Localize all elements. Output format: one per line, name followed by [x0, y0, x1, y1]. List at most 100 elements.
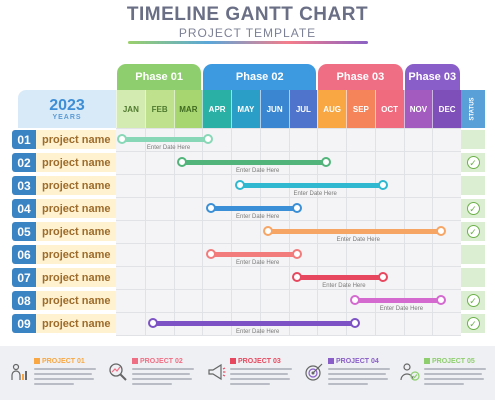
footer-project-1: PROJECT 01	[10, 358, 102, 392]
grid-column-line	[202, 128, 204, 335]
project-name-label[interactable]: project name	[36, 130, 116, 149]
check-icon: ✓	[466, 202, 480, 215]
timeline-bar[interactable]	[354, 297, 441, 303]
date-note[interactable]: Enter Date Here	[336, 237, 380, 243]
placeholder-text-lines	[34, 368, 98, 385]
bar-end-dot[interactable]	[378, 272, 389, 282]
grid-column-line	[259, 128, 261, 335]
footer-project-3: PROJECT 03	[206, 358, 298, 392]
project-name-label[interactable]: project name	[36, 176, 116, 195]
status-cell[interactable]	[461, 176, 485, 195]
row-number: 07	[12, 268, 36, 287]
status-cell[interactable]: ✓	[461, 199, 485, 218]
project-name-label[interactable]: project name	[36, 222, 116, 241]
project-name-label[interactable]: project name	[36, 153, 116, 172]
row-number: 08	[12, 291, 36, 310]
footer-project-label: PROJECT 02	[132, 358, 196, 365]
grid-row-line	[116, 174, 461, 175]
month-aug: AUG	[317, 90, 346, 128]
date-note[interactable]: Enter Date Here	[236, 260, 280, 266]
legend-swatch	[424, 358, 430, 365]
status-header: STATUS	[461, 90, 485, 128]
timeline-bar[interactable]	[210, 251, 298, 257]
grid-column-line	[231, 128, 232, 335]
bar-start-dot[interactable]	[292, 272, 303, 282]
grid-row-line	[116, 335, 461, 336]
bar-end-dot[interactable]	[435, 295, 446, 305]
bar-end-dot[interactable]	[203, 134, 213, 144]
timeline-bar[interactable]	[297, 274, 384, 280]
bar-end-dot[interactable]	[378, 180, 389, 190]
magnifier-chart-icon	[108, 362, 128, 382]
placeholder-text-lines	[424, 368, 488, 385]
status-cell[interactable]: ✓	[461, 291, 485, 310]
row-number: 04	[12, 199, 36, 218]
timeline-bar[interactable]	[182, 159, 326, 165]
month-jan: JAN	[116, 90, 145, 128]
check-icon: ✓	[466, 294, 480, 307]
date-note[interactable]: Enter Date Here	[293, 191, 337, 197]
date-note[interactable]: Enter Date Here	[379, 306, 424, 312]
month-feb: FEB	[144, 90, 174, 128]
legend-swatch	[328, 358, 334, 365]
bar-start-dot[interactable]	[349, 295, 360, 305]
month-apr: APR	[202, 90, 231, 128]
footer-project-label: PROJECT 05	[424, 358, 488, 365]
date-note[interactable]: Enter Date Here	[146, 145, 191, 151]
bar-start-dot[interactable]	[116, 134, 127, 144]
footer-project-label: PROJECT 04	[328, 358, 392, 365]
bar-end-dot[interactable]	[349, 318, 360, 328]
project-name-label[interactable]: project name	[36, 314, 116, 333]
month-oct: OCT	[374, 90, 404, 128]
bar-start-dot[interactable]	[148, 318, 159, 328]
footer-project-label: PROJECT 03	[230, 358, 294, 365]
timeline-bar[interactable]	[210, 205, 298, 211]
bar-start-dot[interactable]	[234, 180, 245, 190]
date-note[interactable]: Enter Date Here	[322, 283, 366, 289]
timeline-bar[interactable]	[268, 228, 441, 234]
project-name-label[interactable]: project name	[36, 199, 116, 218]
date-note[interactable]: Enter Date Here	[236, 329, 280, 335]
project-name-label[interactable]: project name	[36, 291, 116, 310]
project-name-label[interactable]: project name	[36, 268, 116, 287]
bar-end-dot[interactable]	[292, 249, 303, 259]
page-subtitle: PROJECT TEMPLATE	[178, 26, 317, 40]
check-icon: ✓	[466, 156, 480, 169]
timeline-bar[interactable]	[153, 320, 355, 326]
status-cell[interactable]	[461, 268, 485, 287]
timeline-bar[interactable]	[121, 136, 208, 142]
month-dec: DEC	[432, 90, 461, 128]
phase-2-header: Phase 02	[203, 64, 317, 90]
month-jun: JUN	[259, 90, 289, 128]
status-cell[interactable]: ✓	[461, 153, 485, 172]
bar-start-dot[interactable]	[205, 249, 216, 259]
status-cell[interactable]	[461, 245, 485, 264]
chart-person-icon	[10, 362, 30, 382]
target-icon	[304, 362, 324, 382]
grid-column-line	[144, 128, 146, 335]
bar-end-dot[interactable]	[435, 226, 446, 236]
date-note[interactable]: Enter Date Here	[236, 214, 280, 220]
legend-swatch	[34, 358, 40, 365]
bar-end-dot[interactable]	[320, 157, 331, 167]
grid-column-line	[173, 128, 175, 335]
timeline-bar[interactable]	[239, 182, 384, 188]
grid-row-line	[116, 220, 461, 221]
status-cell[interactable]: ✓	[461, 314, 485, 333]
month-mar: MAR	[173, 90, 203, 128]
status-header-label: STATUS	[469, 97, 476, 121]
status-cell[interactable]: ✓	[461, 222, 485, 241]
date-note[interactable]: Enter Date Here	[236, 168, 280, 174]
row-number: 02	[12, 153, 36, 172]
phase-1-header: Phase 01	[117, 64, 202, 90]
month-nov: NOV	[403, 90, 433, 128]
footer-project-2: PROJECT 02	[108, 358, 200, 392]
phase-3-header: Phase 03	[318, 64, 403, 90]
placeholder-text-lines	[328, 368, 392, 385]
project-name-label[interactable]: project name	[36, 245, 116, 264]
status-cell[interactable]	[461, 130, 485, 149]
bar-start-dot[interactable]	[205, 203, 216, 213]
bar-end-dot[interactable]	[292, 203, 303, 213]
bar-start-dot[interactable]	[177, 157, 188, 167]
bar-start-dot[interactable]	[263, 226, 274, 236]
